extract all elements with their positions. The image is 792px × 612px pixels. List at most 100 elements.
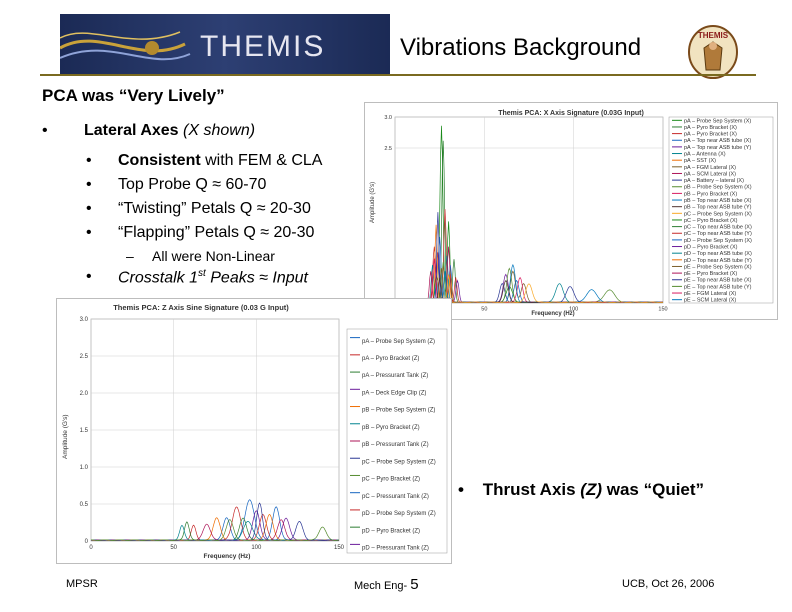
x-chart-legend-label: pA – Probe Sep System (X): [684, 118, 751, 124]
page-number: 5: [410, 576, 419, 593]
sub-bullet-text: with FEM & CLA: [200, 152, 323, 169]
sub-sub-bullet-text: All were Non-Linear: [152, 248, 275, 264]
z-chart-legend-box: [346, 328, 448, 554]
themis-logo: THEMIS: [688, 25, 738, 79]
x-chart-x-tick-label: 50: [481, 307, 487, 313]
banner-brand: THEMIS: [200, 30, 325, 63]
x-chart-legend-label: pB – Top near ASB tube (X): [684, 198, 752, 204]
z-chart-x-tick-label: 0: [89, 545, 93, 551]
z-chart-y-tick-label: 2.5: [80, 354, 89, 360]
x-axis-signature-chart: Themis PCA: X Axis Signature (0.03G Inpu…: [364, 102, 778, 320]
x-chart-legend-label: pA – Top near ASB tube (Y): [684, 145, 751, 151]
z-chart-xlabel: Frequency (Hz): [204, 553, 251, 560]
bullet-dot: •: [86, 200, 92, 217]
x-chart-title: Themis PCA: X Axis Signature (0.03G Inpu…: [498, 110, 644, 117]
z-chart-y-tick-label: 0: [85, 539, 89, 545]
sub-bullet-text: “Twisting” Petals Q ≈ 20-30: [118, 200, 311, 217]
x-chart-legend-box: [668, 116, 774, 304]
z-chart-legend-label: pD – Pressurant Tank (Z): [362, 546, 429, 552]
x-chart-legend-label: pE – Top near ASB tube (Y): [684, 284, 752, 290]
z-chart-legend: pA – Probe Sep System (Z) pA – Pyro Brack…: [346, 328, 448, 554]
slide-heading: PCA was “Very Lively”: [42, 86, 225, 105]
sub-bullet-text: Top Probe Q ≈ 60-70: [118, 176, 267, 193]
x-chart-legend-label: pE – FGM Lateral (X): [684, 291, 736, 297]
footer-right: UCB, Oct 26, 2006: [622, 578, 715, 590]
x-chart-legend-label: pD – Top near ASB tube (X): [684, 251, 752, 257]
x-chart-legend-label: pA – Antenna (X): [684, 152, 726, 158]
x-chart-legend-label: pE – Top near ASB tube (X): [684, 278, 752, 284]
crosstalk-text-b: Peaks ≈ Input: [205, 269, 308, 287]
z-chart-legend-label: pA – Probe Sep System (Z): [362, 339, 435, 345]
thrust-text-em: (Z): [575, 480, 603, 499]
x-chart-legend-label: pA – Top near ASB tube (X): [684, 138, 751, 144]
header-rule: [40, 74, 756, 76]
z-chart-legend-label: pD – Pyro Bracket (Z): [362, 528, 420, 534]
x-chart-legend-label: pE – SCM Lateral (X): [684, 298, 736, 304]
x-chart-legend-label: pC – Probe Sep System (X): [684, 211, 752, 217]
x-chart-legend: pA – Probe Sep System (X)pA – Pyro Brack…: [668, 116, 774, 304]
x-chart-legend-label: pD – Probe Sep System (X): [684, 238, 752, 244]
x-chart-legend-label: pA – FGM Lateral (X): [684, 165, 736, 171]
bullet-dot: •: [458, 480, 464, 499]
lateral-axes-note: (X shown): [178, 122, 256, 139]
sub-bullet-text: “Flapping” Petals Q ≈ 20-30: [118, 224, 315, 241]
slide-header-title: Vibrations Background: [400, 34, 642, 61]
x-chart-legend-label: pD – Pyro Bracket (X): [684, 245, 738, 251]
x-chart-legend-label: pD – Top near ASB tube (Y): [684, 258, 752, 264]
z-chart-legend-label: pC – Pyro Bracket (Z): [362, 477, 420, 483]
x-chart-legend-label: pE – Probe Sep System (X): [684, 264, 752, 270]
x-chart-legend-label: pA – SST (X): [684, 158, 716, 164]
z-chart-legend-label: pC – Pressurant Tank (Z): [362, 494, 429, 500]
z-chart-legend-label: pB – Pyro Bracket (Z): [362, 425, 420, 431]
z-chart-plot-area: 0 50 100 150 0 0.5 1.0 1.5 2.0 2.5 3.0: [80, 317, 345, 551]
z-chart-ylabel: Amplitude (G's): [62, 414, 69, 459]
x-chart-legend-label: pA – Pyro Bracket (X): [684, 125, 737, 131]
x-chart-y-tick-label: 2.5: [384, 146, 392, 152]
x-chart-x-tick-label: 100: [569, 307, 578, 313]
x-chart-legend-label: pB – Probe Sep System (X): [684, 185, 752, 191]
x-chart-legend-label: pE – Pyro Bracket (X): [684, 271, 737, 277]
x-chart-legend-label: pB – Pyro Bracket (X): [684, 191, 737, 197]
z-chart-y-tick-label: 3.0: [80, 317, 89, 323]
z-chart-y-tick-label: 1.5: [80, 428, 89, 434]
themis-banner: THEMIS: [60, 14, 390, 74]
sub-bullet-strong: Consistent: [118, 152, 201, 169]
x-chart-legend-label: pC – Pyro Bracket (X): [684, 218, 738, 224]
z-chart-legend-label: pA – Pressurant Tank (Z): [362, 373, 428, 379]
footer-center: Mech Eng- 5: [354, 576, 419, 593]
x-chart-x-tick-label: 150: [658, 307, 667, 313]
x-chart-legend-label: pB – Top near ASB tube (Y): [684, 205, 752, 211]
z-chart-x-tick-label: 50: [170, 545, 177, 551]
crosstalk-sup: st: [198, 268, 206, 279]
x-chart-ylabel: Amplitude (G's): [370, 182, 376, 223]
z-chart-y-tick-label: 0.5: [80, 502, 89, 508]
x-chart-legend-label: pA – Battery – lateral (X): [684, 178, 744, 184]
z-chart-x-tick-label: 100: [251, 545, 262, 551]
thrust-text-b: was “Quiet”: [602, 480, 705, 499]
thrust-text-a: Thrust Axis: [482, 480, 576, 499]
z-chart-legend-label: pA – Deck Edge Clip (Z): [362, 390, 426, 396]
bullet-thrust-axis: • Thrust Axis (Z) was “Quiet”: [458, 480, 704, 500]
bullet-dot: •: [42, 122, 48, 139]
x-chart-legend-label: pA – SCM Lateral (X): [684, 171, 736, 177]
footer-left: MPSR: [66, 578, 98, 590]
x-chart-y-tick-label: 3.0: [384, 115, 392, 121]
z-chart-legend-label: pC – Probe Sep System (Z): [362, 459, 436, 465]
z-chart-title: Themis PCA: Z Axis Sine Signature (0.03 …: [113, 303, 289, 312]
z-chart-legend-label: pA – Pyro Bracket (Z): [362, 356, 419, 362]
x-chart-legend-label: pC – Top near ASB tube (X): [684, 225, 752, 231]
z-chart-y-tick-label: 1.0: [80, 465, 89, 471]
lateral-axes-label: Lateral Axes: [84, 122, 179, 139]
x-chart-legend-label: pA – Pyro Bracket (X): [684, 132, 737, 138]
crosstalk-text-a: Crosstalk 1: [118, 269, 199, 287]
footer-center-text: Mech Eng-: [354, 580, 411, 592]
z-chart-x-tick-label: 150: [334, 545, 345, 551]
dash-mark: –: [126, 248, 134, 264]
z-chart-legend-label: pD – Probe Sep System (Z): [362, 511, 436, 517]
z-chart-legend-label: pB – Probe Sep System (Z): [362, 408, 435, 414]
z-axis-signature-chart: Themis PCA: Z Axis Sine Signature (0.03 …: [56, 298, 452, 564]
logo-text: THEMIS: [698, 31, 729, 40]
x-chart-xlabel: Frequency (Hz): [531, 311, 574, 317]
z-chart-legend-label: pB – Pressurant Tank (Z): [362, 442, 429, 448]
